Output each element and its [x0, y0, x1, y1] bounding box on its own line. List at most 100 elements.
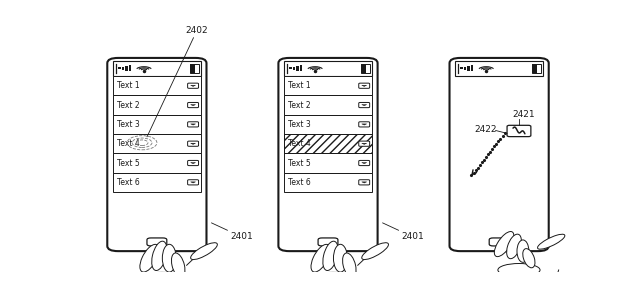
Text: Text 6: Text 6 [117, 178, 140, 187]
Bar [289, 67, 292, 69]
FancyBboxPatch shape [188, 141, 198, 146]
Circle shape [145, 282, 158, 288]
Ellipse shape [191, 243, 218, 259]
Text: Text 2: Text 2 [117, 101, 140, 110]
Bar [292, 67, 295, 70]
Polygon shape [362, 182, 367, 183]
Ellipse shape [140, 244, 159, 272]
FancyBboxPatch shape [359, 141, 370, 146]
Polygon shape [191, 143, 196, 144]
Bar [113, 95, 200, 115]
Bar [361, 64, 370, 73]
FancyBboxPatch shape [507, 125, 531, 136]
Ellipse shape [507, 234, 522, 259]
Text: Text 1: Text 1 [117, 81, 140, 90]
Bar [300, 65, 302, 72]
Polygon shape [362, 162, 367, 164]
Bar [125, 66, 127, 71]
FancyBboxPatch shape [483, 62, 515, 65]
Bar [467, 66, 470, 71]
Ellipse shape [140, 272, 184, 286]
FancyBboxPatch shape [449, 58, 548, 251]
Bar [541, 67, 542, 71]
Circle shape [505, 273, 518, 279]
Bar [189, 64, 198, 73]
Circle shape [317, 282, 330, 288]
Bar [122, 67, 124, 70]
FancyBboxPatch shape [141, 62, 173, 65]
Bar [284, 173, 372, 192]
Bar [284, 115, 372, 134]
Text: Text 3: Text 3 [289, 120, 311, 129]
Ellipse shape [342, 253, 356, 278]
FancyBboxPatch shape [188, 160, 198, 166]
Bar [113, 173, 200, 192]
FancyBboxPatch shape [108, 58, 207, 251]
Circle shape [516, 278, 527, 283]
Bar [113, 134, 200, 153]
Polygon shape [191, 124, 196, 125]
Bar [460, 67, 463, 69]
FancyBboxPatch shape [188, 180, 198, 185]
Polygon shape [362, 124, 367, 125]
Bar [113, 153, 200, 173]
Text: Text 4: Text 4 [289, 139, 311, 148]
FancyBboxPatch shape [359, 160, 370, 166]
Polygon shape [191, 105, 196, 106]
Circle shape [156, 287, 167, 293]
Bar [113, 76, 200, 95]
Polygon shape [362, 85, 367, 86]
FancyBboxPatch shape [359, 103, 370, 108]
Text: Text 5: Text 5 [289, 159, 311, 167]
FancyBboxPatch shape [489, 238, 509, 246]
Text: 2402: 2402 [147, 26, 208, 137]
Bar [532, 64, 537, 73]
Ellipse shape [538, 234, 565, 249]
Circle shape [310, 286, 321, 291]
Bar [190, 64, 195, 73]
Ellipse shape [323, 241, 338, 271]
Polygon shape [362, 143, 367, 144]
Ellipse shape [163, 244, 176, 272]
Text: 2421: 2421 [513, 110, 535, 119]
Bar [118, 67, 121, 69]
FancyBboxPatch shape [359, 180, 370, 185]
Bar [113, 115, 200, 134]
Polygon shape [191, 182, 196, 183]
Ellipse shape [523, 249, 535, 268]
FancyBboxPatch shape [312, 62, 344, 65]
FancyBboxPatch shape [188, 122, 198, 127]
Bar [284, 134, 372, 153]
Text: 2401: 2401 [211, 223, 253, 241]
FancyBboxPatch shape [147, 238, 167, 246]
Ellipse shape [494, 232, 514, 257]
Bar [284, 134, 372, 153]
Bar [370, 67, 371, 71]
Polygon shape [191, 162, 196, 164]
Circle shape [499, 277, 509, 281]
Polygon shape [362, 105, 367, 106]
Ellipse shape [172, 253, 185, 278]
Bar [361, 64, 366, 73]
Ellipse shape [333, 244, 348, 272]
Circle shape [328, 287, 339, 293]
FancyBboxPatch shape [278, 58, 378, 251]
Bar [456, 61, 543, 76]
Bar [113, 61, 200, 76]
Bar [464, 67, 467, 70]
Bar [532, 64, 541, 73]
FancyBboxPatch shape [359, 83, 370, 88]
Bar [284, 76, 372, 95]
Text: Text 4: Text 4 [117, 139, 140, 148]
Text: Text 2: Text 2 [289, 101, 311, 110]
FancyBboxPatch shape [359, 122, 370, 127]
Bar [198, 67, 200, 71]
Bar [471, 65, 474, 72]
Ellipse shape [498, 263, 540, 276]
Ellipse shape [152, 241, 167, 271]
Polygon shape [191, 85, 196, 86]
Ellipse shape [362, 243, 388, 259]
Ellipse shape [311, 244, 330, 272]
Bar [284, 95, 372, 115]
Text: 2401: 2401 [383, 223, 424, 241]
